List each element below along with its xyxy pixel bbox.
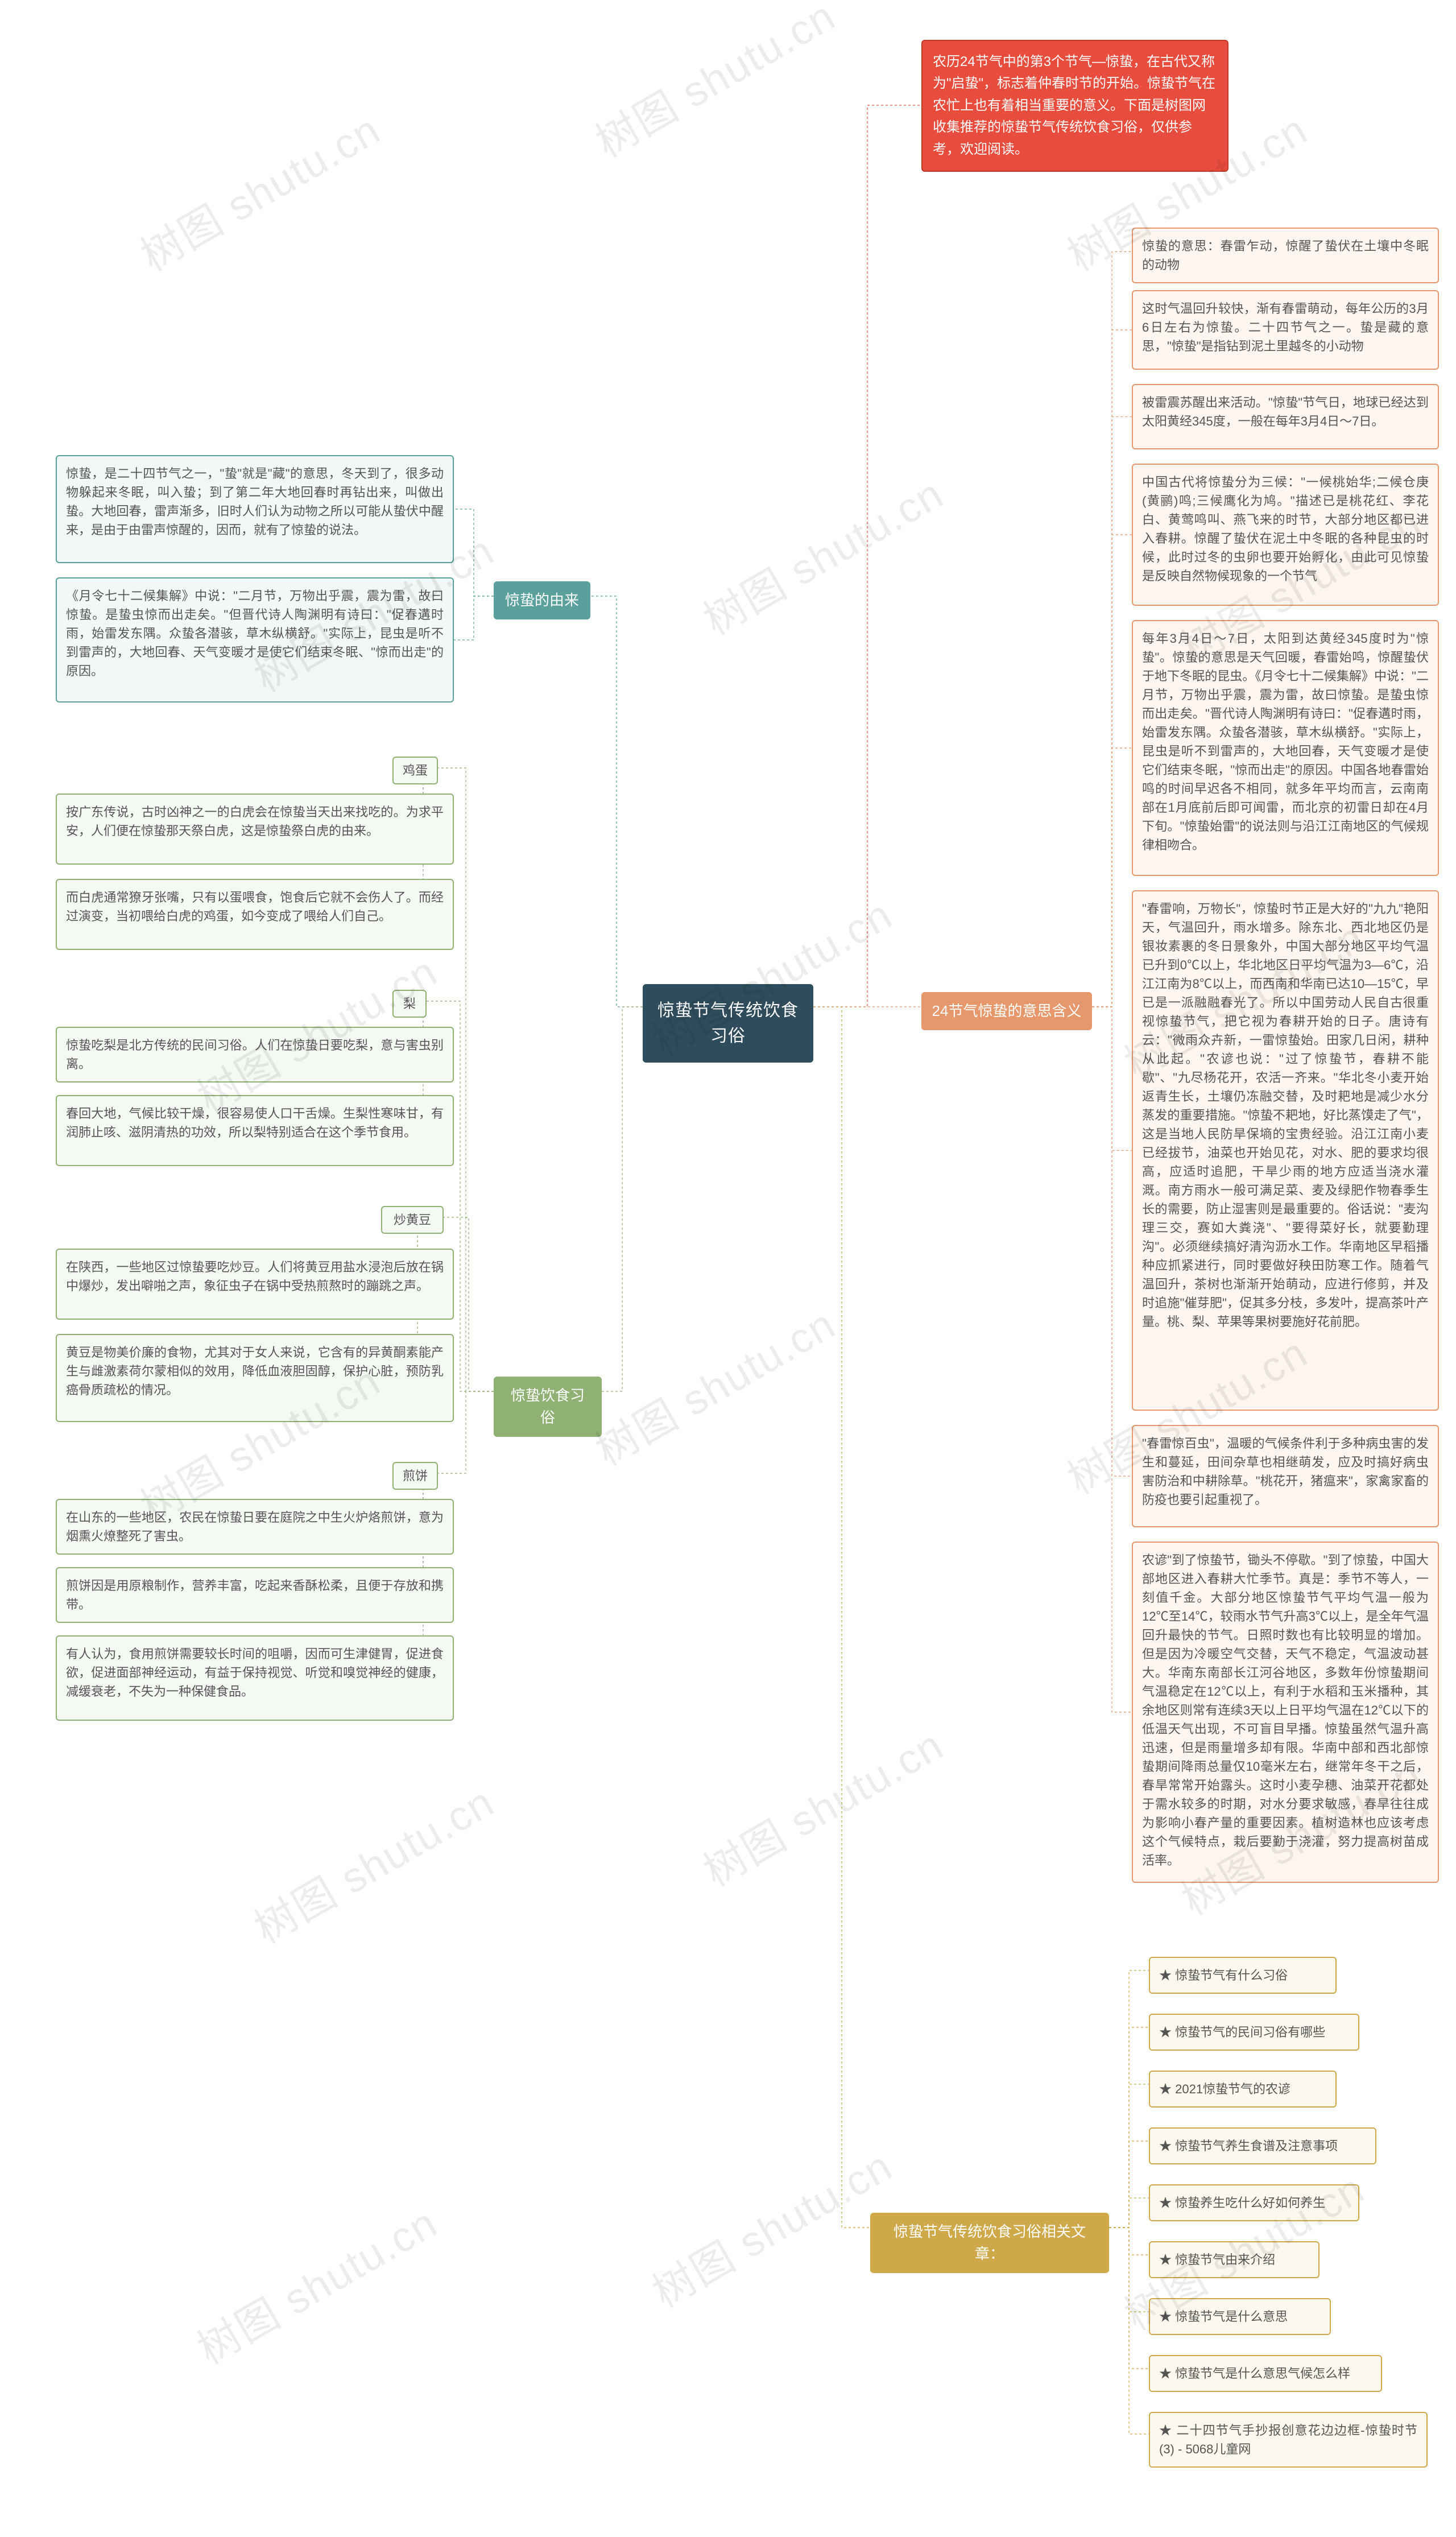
article-leaf: ★ 惊蛰节气是什么意思气候怎么样	[1149, 2355, 1382, 2392]
customs-leaf: 惊蛰吃梨是北方传统的民间习俗。人们在惊蛰日要吃梨，意与害虫别离。	[56, 1027, 454, 1082]
root-node: 惊蛰节气传统饮食习俗	[643, 984, 813, 1063]
watermark: 树图 shutu.cn	[583, 1291, 845, 1478]
meaning-leaf: 农谚"到了惊蛰节，锄头不停歇。"到了惊蛰，中国大部地区进入春耕大忙季节。真是：季…	[1132, 1542, 1439, 1883]
intro-box: 农历24节气中的第3个节气—惊蛰，在古代又称为"启蛰"，标志着仲春时节的开始。惊…	[921, 40, 1228, 172]
customs-leaf: 有人认为，食用煎饼需要较长时间的咀嚼，因而可生津健胃，促进食欲，促进面部神经运动…	[56, 1635, 454, 1721]
origin-leaf: 《月令七十二候集解》中说："二月节，万物出乎震，震为雷，故曰惊蛰。是蛰虫惊而出走…	[56, 577, 454, 703]
customs-leaf: 春回大地，气候比较干燥，很容易使人口干舌燥。生梨性寒味甘，有润肺止咳、滋阴清热的…	[56, 1095, 454, 1166]
meaning-leaf: "春雷惊百虫"，温暖的气候条件利于多种病虫害的发生和蔓延，田间杂草也相继萌发，应…	[1132, 1425, 1439, 1527]
watermark: 树图 shutu.cn	[185, 2190, 447, 2377]
customs-leaf: 煎饼因是用原粮制作，营养丰富，吃起来香酥松柔，且便于存放和携带。	[56, 1567, 454, 1623]
branch-customs: 惊蛰饮食习俗	[494, 1377, 602, 1437]
article-leaf: ★ 2021惊蛰节气的农谚	[1149, 2071, 1337, 2108]
group-label-pear: 梨	[392, 990, 427, 1018]
watermark: 树图 shutu.cn	[128, 97, 390, 283]
customs-leaf: 在山东的一些地区，农民在惊蛰日要在庭院之中生火炉烙煎饼，意为烟熏火燎整死了害虫。	[56, 1499, 454, 1555]
watermark: 树图 shutu.cn	[691, 1712, 953, 1899]
article-leaf: ★ 惊蛰养生吃什么好如何养生	[1149, 2184, 1359, 2221]
meaning-leaf: 惊蛰的意思：春雷乍动，惊醒了蛰伏在土壤中冬眠的动物	[1132, 228, 1439, 283]
watermark: 树图 shutu.cn	[242, 1769, 504, 1956]
watermark: 树图 shutu.cn	[640, 2133, 902, 2320]
origin-leaf: 惊蛰，是二十四节气之一，"蛰"就是"藏"的意思，冬天到了，很多动物躲起来冬眠，叫…	[56, 455, 454, 563]
customs-leaf: 黄豆是物美价廉的食物，尤其对于女人来说，它含有的异黄酮素能产生与雌激素荷尔蒙相似…	[56, 1334, 454, 1422]
article-leaf: ★ 惊蛰节气是什么意思	[1149, 2298, 1331, 2335]
meaning-leaf: 每年3月4日～7日，太阳到达黄经345度时为"惊蛰"。惊蛰的意思是天气回暖，春雷…	[1132, 620, 1439, 876]
group-label-egg: 鸡蛋	[392, 757, 438, 784]
article-leaf: ★ 惊蛰节气养生食谱及注意事项	[1149, 2127, 1376, 2164]
branch-origin: 惊蛰的由来	[494, 581, 590, 619]
meaning-leaf: 中国古代将惊蛰分为三候："一候桃始华;二候仓庚(黄鹂)鸣;三候鹰化为鸠。"描述已…	[1132, 464, 1439, 606]
article-leaf: ★ 惊蛰节气的民间习俗有哪些	[1149, 2014, 1359, 2051]
article-leaf: ★ 惊蛰节气有什么习俗	[1149, 1957, 1337, 1994]
group-label-soybean: 炒黄豆	[381, 1206, 444, 1234]
meaning-leaf: "春雷响，万物长"，惊蛰时节正是大好的"九九"艳阳天，气温回升，雨水增多。除东北…	[1132, 890, 1439, 1411]
watermark: 树图 shutu.cn	[583, 0, 845, 169]
customs-leaf: 按广东传说，古时凶神之一的白虎会在惊蛰当天出来找吃的。为求平安，人们便在惊蛰那天…	[56, 794, 454, 865]
article-leaf: ★ 惊蛰节气由来介绍	[1149, 2241, 1320, 2278]
group-label-pancake: 煎饼	[392, 1462, 438, 1490]
customs-leaf: 在陕西，一些地区过惊蛰要吃炒豆。人们将黄豆用盐水浸泡后放在锅中爆炒，发出噼啪之声…	[56, 1249, 454, 1320]
branch-meaning: 24节气惊蛰的意思含义	[921, 992, 1092, 1030]
meaning-leaf: 被雷震苏醒出来活动。"惊蛰"节气日，地球已经达到太阳黄经345度，一般在每年3月…	[1132, 384, 1439, 449]
customs-leaf: 而白虎通常獠牙张嘴，只有以蛋喂食，饱食后它就不会伤人了。而经过演变，当初喂给白虎…	[56, 879, 454, 950]
watermark: 树图 shutu.cn	[691, 461, 953, 647]
article-leaf: ★ 二十四节气手抄报创意花边边框-惊蛰时节(3) - 5068儿童网	[1149, 2412, 1428, 2468]
branch-articles: 惊蛰节气传统饮食习俗相关文章：	[870, 2213, 1109, 2273]
meaning-leaf: 这时气温回升较快，渐有春雷萌动，每年公历的3月6日左右为惊蛰。二十四节气之一。蛰…	[1132, 290, 1439, 370]
